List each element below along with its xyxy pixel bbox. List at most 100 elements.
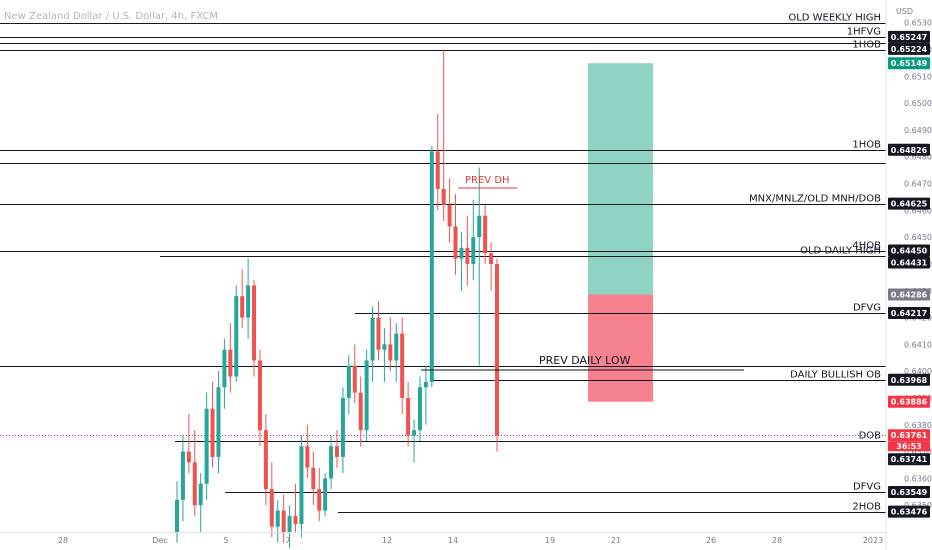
candle-body [465, 247, 470, 264]
candle-body [335, 446, 339, 457]
price-tag-label: 0.63741 [891, 455, 928, 464]
candle-body [269, 489, 274, 527]
candle-body [400, 333, 405, 398]
candle-body [299, 446, 304, 524]
candles [175, 49, 499, 549]
price-tag [888, 429, 930, 442]
time-axis[interactable]: 28 Dec 5 7 12 14 19 21 26 28 2023 [0, 532, 886, 546]
price-tag [888, 256, 930, 269]
currency-label: USD [896, 7, 913, 16]
candle-body [471, 237, 476, 264]
time-tick: Dec [152, 536, 167, 545]
price-tag-label: 0.63549 [891, 488, 928, 497]
price-tag [888, 486, 930, 499]
time-tick: 5 [223, 536, 228, 545]
candle-body [311, 467, 316, 490]
candle-body [228, 349, 233, 377]
price-tag-label: 0.64826 [891, 146, 928, 155]
candle-body [186, 451, 191, 463]
candle-body [293, 515, 298, 524]
symbol-title: New Zealand Dollar / U.S. Dollar, 4h, FX… [4, 11, 218, 22]
price-tag [888, 505, 930, 518]
candle-body [216, 387, 221, 457]
candle-body [323, 478, 328, 511]
price-tag [888, 42, 930, 55]
price-tag-label: 0.63761 [891, 431, 928, 440]
candle-body [459, 247, 464, 259]
candle-body [352, 365, 357, 393]
candle-body [175, 499, 179, 532]
candle-body [489, 253, 494, 264]
price-tags: 0.65247 0.65224 0.65149 0.64826 0.64625 0.644… [888, 30, 930, 518]
price-tag [888, 244, 930, 257]
candle-body [252, 285, 257, 361]
candle-body [346, 365, 351, 398]
time-tick: 28 [772, 536, 782, 545]
target-zone [588, 63, 653, 295]
candle-body [435, 151, 440, 189]
level-lines: OLD WEEKLY HIGH 1HFVG 1HOB 1HOB MNX/MNLZ/OLD… [0, 13, 886, 513]
candle-body [495, 263, 499, 436]
candle-body [198, 483, 203, 506]
candle-body [210, 408, 215, 457]
candle-body [204, 408, 209, 484]
candle-body [382, 344, 387, 350]
candle-body [429, 151, 434, 382]
level-label: DFVG [853, 303, 881, 314]
candle-body [287, 515, 292, 532]
prev-daily-low-label: PREV DAILY LOW [539, 354, 631, 367]
candle-body [329, 446, 334, 479]
price-tag [888, 373, 930, 386]
price-tag [888, 453, 930, 466]
candle-body [257, 360, 262, 431]
time-tick: 19 [545, 536, 555, 545]
level-label: DOB [859, 431, 882, 442]
level-label: 1HFVG [847, 27, 881, 38]
level-label: DFVG [853, 482, 881, 493]
level-label: 1HOB [852, 40, 881, 51]
price-tag-label: 0.64286 [891, 291, 928, 300]
candle-body [447, 204, 452, 227]
level-label: DAILY BULLISH OB [790, 370, 881, 381]
position-zones [588, 63, 653, 402]
time-tick: 14 [448, 536, 458, 545]
candle-body [417, 387, 422, 431]
price-tag-label: 0.65247 [891, 33, 927, 42]
candle-body [281, 510, 286, 532]
price-tag [888, 197, 930, 210]
candle-body [376, 317, 381, 350]
candle-body [246, 285, 251, 318]
candle-body [340, 397, 345, 457]
price-axis[interactable]: USD [885, 0, 932, 550]
candle-body [364, 360, 369, 431]
price-tag-label: 0.64431 [891, 259, 928, 268]
price-tag-label: 0.65149 [891, 59, 928, 68]
level-label: 2HOB [852, 502, 881, 513]
candle-body [453, 226, 458, 259]
time-tick: 7 [285, 536, 290, 545]
price-tag [888, 307, 930, 320]
price-tag-label: 0.63886 [891, 398, 928, 407]
prev-dh-label: PREV DH [465, 175, 510, 186]
candle-body [388, 344, 393, 361]
price-tag-label: 0.64217 [891, 309, 927, 318]
candle-body [275, 510, 280, 527]
level-label: 4HOB [852, 241, 881, 252]
candle-body [234, 296, 239, 377]
price-tag [888, 288, 930, 301]
price-tag-label: 0.63476 [891, 508, 928, 517]
candle-body [394, 333, 399, 361]
time-tick: 21 [611, 536, 621, 545]
candle-body [317, 489, 322, 511]
annotations: PREV DH PREV DAILY LOW [421, 175, 744, 371]
price-tag-label: 0.64450 [891, 247, 928, 256]
